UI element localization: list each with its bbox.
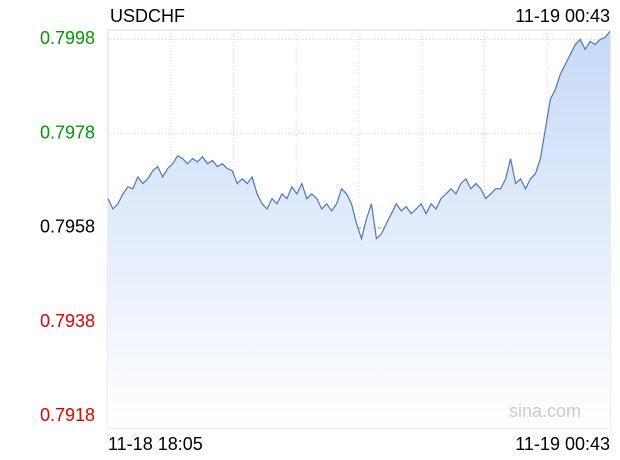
y-tick-label: 0.7958	[40, 217, 95, 237]
watermark: sina.com	[509, 401, 581, 421]
y-tick-label: 0.7938	[40, 311, 95, 331]
y-tick-label: 0.7978	[40, 122, 95, 142]
x-tick-label: 11-18 18:05	[108, 434, 203, 454]
area	[108, 31, 610, 428]
y-tick-label: 0.7918	[40, 405, 95, 425]
timestamp: 11-19 00:43	[515, 6, 610, 26]
chart-title: USDCHF	[110, 6, 185, 26]
y-tick-label: 0.7998	[40, 28, 95, 48]
x-tick-label: 11-19 00:43	[515, 434, 610, 454]
price-line	[107, 31, 611, 241]
